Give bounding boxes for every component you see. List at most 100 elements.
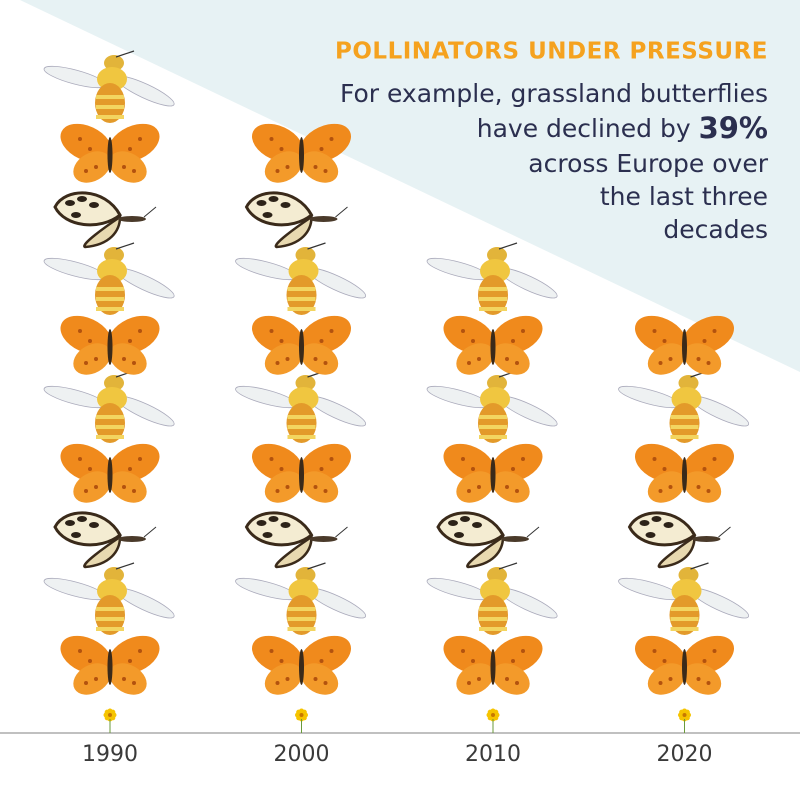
stripe [479, 617, 507, 621]
spot [658, 361, 663, 365]
spot [132, 681, 136, 685]
swallowtail [436, 511, 540, 569]
pattern [460, 516, 470, 522]
icon [634, 315, 735, 375]
wing [264, 663, 303, 695]
pattern [77, 196, 87, 202]
wing [683, 663, 722, 695]
wing [274, 534, 313, 569]
spot [702, 339, 707, 343]
wing [683, 471, 722, 503]
spot [467, 489, 471, 493]
antenna [498, 242, 518, 250]
spot [515, 681, 519, 685]
icon [443, 443, 543, 503]
stripe [287, 415, 316, 419]
spot [78, 137, 82, 141]
spot [461, 457, 465, 461]
abdomen [478, 595, 508, 635]
pattern [89, 522, 99, 528]
body [107, 137, 113, 173]
subtitle: decades [663, 215, 768, 244]
abdomen [286, 403, 317, 443]
stripe [479, 425, 507, 429]
stripe [96, 617, 124, 621]
spot [712, 649, 717, 653]
icon [443, 315, 543, 375]
spot [269, 457, 274, 461]
spot [122, 485, 126, 489]
spot [329, 649, 334, 653]
spot [138, 137, 142, 141]
head [295, 247, 316, 263]
stripe [287, 607, 316, 611]
spot [521, 457, 525, 461]
flower [103, 708, 117, 733]
antenna [307, 242, 326, 250]
icon [43, 50, 175, 123]
swallowtail [53, 511, 157, 569]
stripe [479, 435, 507, 439]
spot [128, 147, 132, 151]
wing [264, 471, 303, 503]
head [104, 247, 124, 263]
icon [244, 511, 348, 569]
spot [88, 467, 92, 471]
spot [461, 329, 465, 333]
stripe [96, 307, 124, 311]
wing [244, 191, 314, 227]
stripe [670, 617, 699, 621]
wing [53, 511, 122, 547]
body [299, 649, 304, 685]
butterfly [60, 123, 160, 183]
x-tick-label: 1990 [82, 742, 138, 767]
subtitle: across Europe over [528, 149, 768, 178]
wing [456, 343, 494, 375]
spot [668, 485, 673, 489]
spot [511, 467, 515, 471]
wing [492, 471, 530, 503]
antenna [115, 50, 135, 58]
pattern [645, 532, 656, 538]
spot [521, 649, 525, 653]
petal [110, 709, 116, 715]
spot [696, 485, 701, 489]
spot [706, 489, 711, 493]
pattern [65, 520, 75, 526]
body [118, 216, 146, 222]
spot [279, 467, 284, 471]
antenna [143, 526, 157, 538]
butterfly [60, 315, 160, 375]
spot [138, 329, 142, 333]
wing [627, 511, 697, 547]
pattern [262, 212, 273, 218]
center [682, 713, 687, 717]
spot [319, 659, 324, 663]
spot [323, 169, 328, 173]
stripe [479, 415, 507, 419]
stripe [670, 425, 699, 429]
center [299, 713, 304, 717]
head [487, 567, 507, 583]
wing [264, 343, 303, 375]
wing [83, 534, 122, 569]
icon [426, 562, 558, 635]
stripe [96, 95, 124, 99]
butterfly [443, 443, 543, 503]
antenna [526, 526, 540, 538]
stripe [479, 607, 507, 611]
stripe [96, 105, 124, 109]
stripe [287, 627, 316, 631]
body [107, 457, 113, 493]
stripe [96, 287, 124, 291]
stripe [96, 435, 124, 439]
head [295, 567, 316, 583]
body [309, 536, 338, 542]
antenna [718, 526, 731, 538]
wing [647, 343, 686, 375]
spot [652, 329, 657, 333]
spot [319, 467, 324, 471]
head [487, 375, 507, 391]
abdomen [95, 83, 125, 123]
body [107, 649, 113, 685]
